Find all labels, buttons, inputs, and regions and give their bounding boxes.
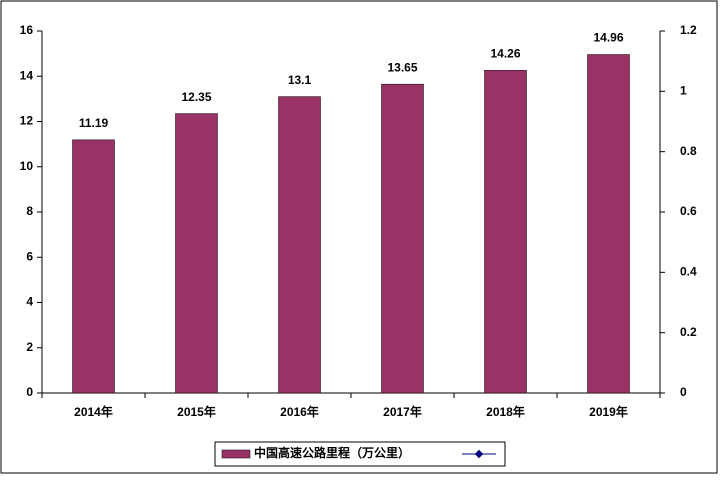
y-tick-label: 2 xyxy=(26,340,33,354)
data-label: 14.26 xyxy=(490,47,520,61)
legend-box xyxy=(214,441,506,467)
x-tick-label: 2015年 xyxy=(177,404,216,419)
y2-tick-label: 1.2 xyxy=(680,23,697,37)
y-tick-label: 8 xyxy=(26,204,33,218)
legend-line-marker xyxy=(474,449,484,459)
data-label: 11.19 xyxy=(79,116,109,130)
x-tick-label: 2016年 xyxy=(280,404,319,419)
y2-tick-label: 0.8 xyxy=(680,144,697,158)
y-tick-label: 16 xyxy=(20,23,34,37)
data-label: 13.65 xyxy=(387,60,417,74)
y2-tick-label: 0 xyxy=(680,385,687,399)
bar xyxy=(72,139,115,394)
bar xyxy=(587,54,630,394)
bar xyxy=(381,83,424,394)
y2-tick-label: 1 xyxy=(680,84,687,98)
x-tick-label: 2014年 xyxy=(74,404,113,419)
bar xyxy=(484,70,527,394)
data-label: 13.1 xyxy=(288,73,312,87)
legend-swatch xyxy=(221,449,251,459)
data-label: 12.35 xyxy=(181,90,211,104)
y-tick-label: 4 xyxy=(26,295,33,309)
x-tick-label: 2017年 xyxy=(383,404,422,419)
y2-tick-label: 0.2 xyxy=(680,325,697,339)
y-tick-label: 12 xyxy=(20,114,34,128)
y2-tick-label: 0.6 xyxy=(680,204,697,218)
data-label: 14.96 xyxy=(593,31,623,45)
x-tick-label: 2018年 xyxy=(486,404,525,419)
bar xyxy=(278,96,321,394)
y2-tick-label: 0.4 xyxy=(680,265,697,279)
y-tick-label: 14 xyxy=(20,68,34,82)
y-tick-label: 6 xyxy=(26,249,33,263)
y-tick-label: 10 xyxy=(20,159,34,173)
x-tick-label: 2019年 xyxy=(589,404,628,419)
legend-label: 中国高速公路里程（万公里） xyxy=(254,445,410,460)
bar xyxy=(175,113,218,394)
y-tick-label: 0 xyxy=(26,385,33,399)
